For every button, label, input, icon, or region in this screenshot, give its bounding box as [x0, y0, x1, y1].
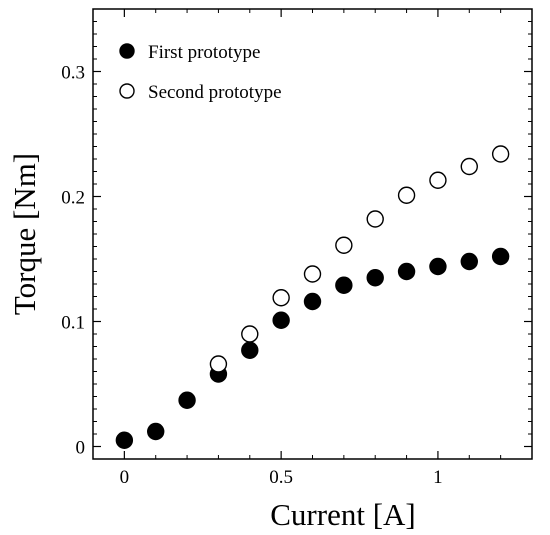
y-tick-label: 0.1 [61, 313, 85, 334]
legend-marker [119, 43, 135, 59]
axis-tick-labels: 0 0.5 1 0 0.1 0.2 0.3 [61, 63, 442, 489]
legend: First prototype Second prototype [119, 42, 282, 103]
first-prototype-point [272, 311, 290, 329]
x-tick-label: 0.5 [269, 467, 293, 488]
y-tick-label: 0.3 [61, 63, 85, 84]
second-prototype-point [303, 265, 322, 283]
data-markers [115, 145, 510, 449]
axis-ticks [93, 9, 532, 459]
second-prototype-point [429, 171, 447, 189]
x-tick-label: 1 [433, 467, 443, 488]
second-prototype-point [366, 210, 384, 228]
second-prototype-point [241, 325, 259, 343]
y-tick-label: 0 [76, 438, 86, 459]
first-prototype-point [115, 431, 134, 449]
second-prototype-point [209, 355, 228, 373]
second-prototype-point [335, 236, 353, 254]
second-prototype-point [272, 289, 290, 307]
legend-label: Second prototype [148, 82, 282, 103]
first-prototype-point [335, 276, 353, 294]
first-prototype-point [303, 292, 322, 311]
second-prototype-point [491, 145, 510, 163]
legend-marker [119, 83, 135, 99]
first-prototype-point [460, 252, 478, 271]
first-prototype-point [397, 262, 416, 281]
second-prototype-point [397, 186, 416, 204]
first-prototype-point [429, 257, 447, 276]
first-prototype-point [366, 269, 384, 287]
first-prototype-point [241, 341, 259, 359]
first-prototype-point [147, 422, 165, 441]
first-prototype-point [491, 247, 510, 266]
plot-area [92, 8, 533, 460]
y-tick-label: 0.2 [61, 188, 85, 209]
first-prototype-point [178, 391, 196, 409]
x-tick-label: 0 [120, 467, 130, 488]
x-axis-title: Current [A] [270, 497, 415, 532]
y-axis-title: Torque [Nm] [7, 153, 42, 315]
second-prototype-point [460, 157, 478, 176]
legend-label: First prototype [148, 42, 260, 63]
